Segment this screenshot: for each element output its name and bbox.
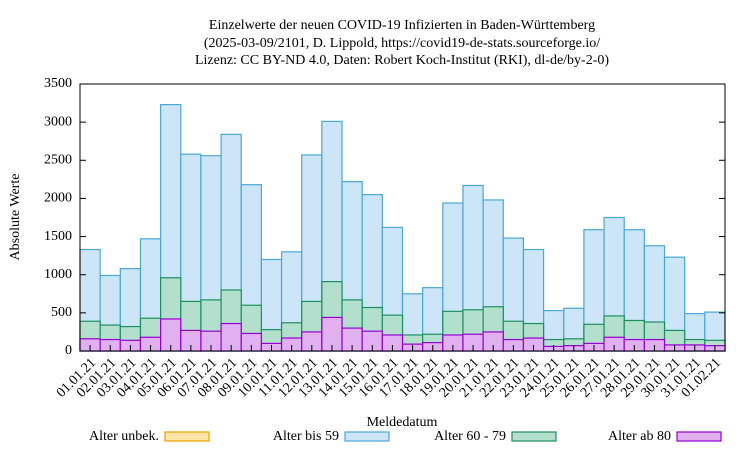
plot-frame [79, 83, 726, 352]
y-tick-label: 3000 [44, 114, 72, 129]
legend-label: Alter unbek. [89, 429, 159, 444]
chart-title: Einzelwerte der neuen COVID-19 Infiziert… [209, 18, 595, 33]
y-tick-label: 1500 [44, 229, 72, 244]
y-tick-label: 1000 [44, 267, 72, 282]
y-tick-label: 500 [51, 305, 72, 320]
y-axis-label: Absolute Werte [8, 174, 23, 261]
legend-swatch [511, 431, 557, 442]
legend-label: Alter bis 59 [273, 429, 339, 444]
y-tick-label: 0 [65, 343, 72, 358]
chart-title: (2025-03-09/2101, D. Lippold, https://co… [204, 36, 600, 51]
legend-swatch [344, 431, 390, 442]
legend-label: Alter ab 80 [608, 429, 671, 444]
legend-label: Alter 60 - 79 [434, 429, 506, 444]
x-axis-label: Meldedatum [367, 415, 438, 430]
y-tick-label: 3500 [44, 76, 72, 91]
legend-swatch [676, 431, 722, 442]
y-tick-label: 2500 [44, 153, 72, 168]
y-tick-label: 2000 [44, 191, 72, 206]
chart-title: Lizenz: CC BY-ND 4.0, Daten: Robert Koch… [195, 53, 609, 68]
legend-swatch [164, 431, 210, 442]
